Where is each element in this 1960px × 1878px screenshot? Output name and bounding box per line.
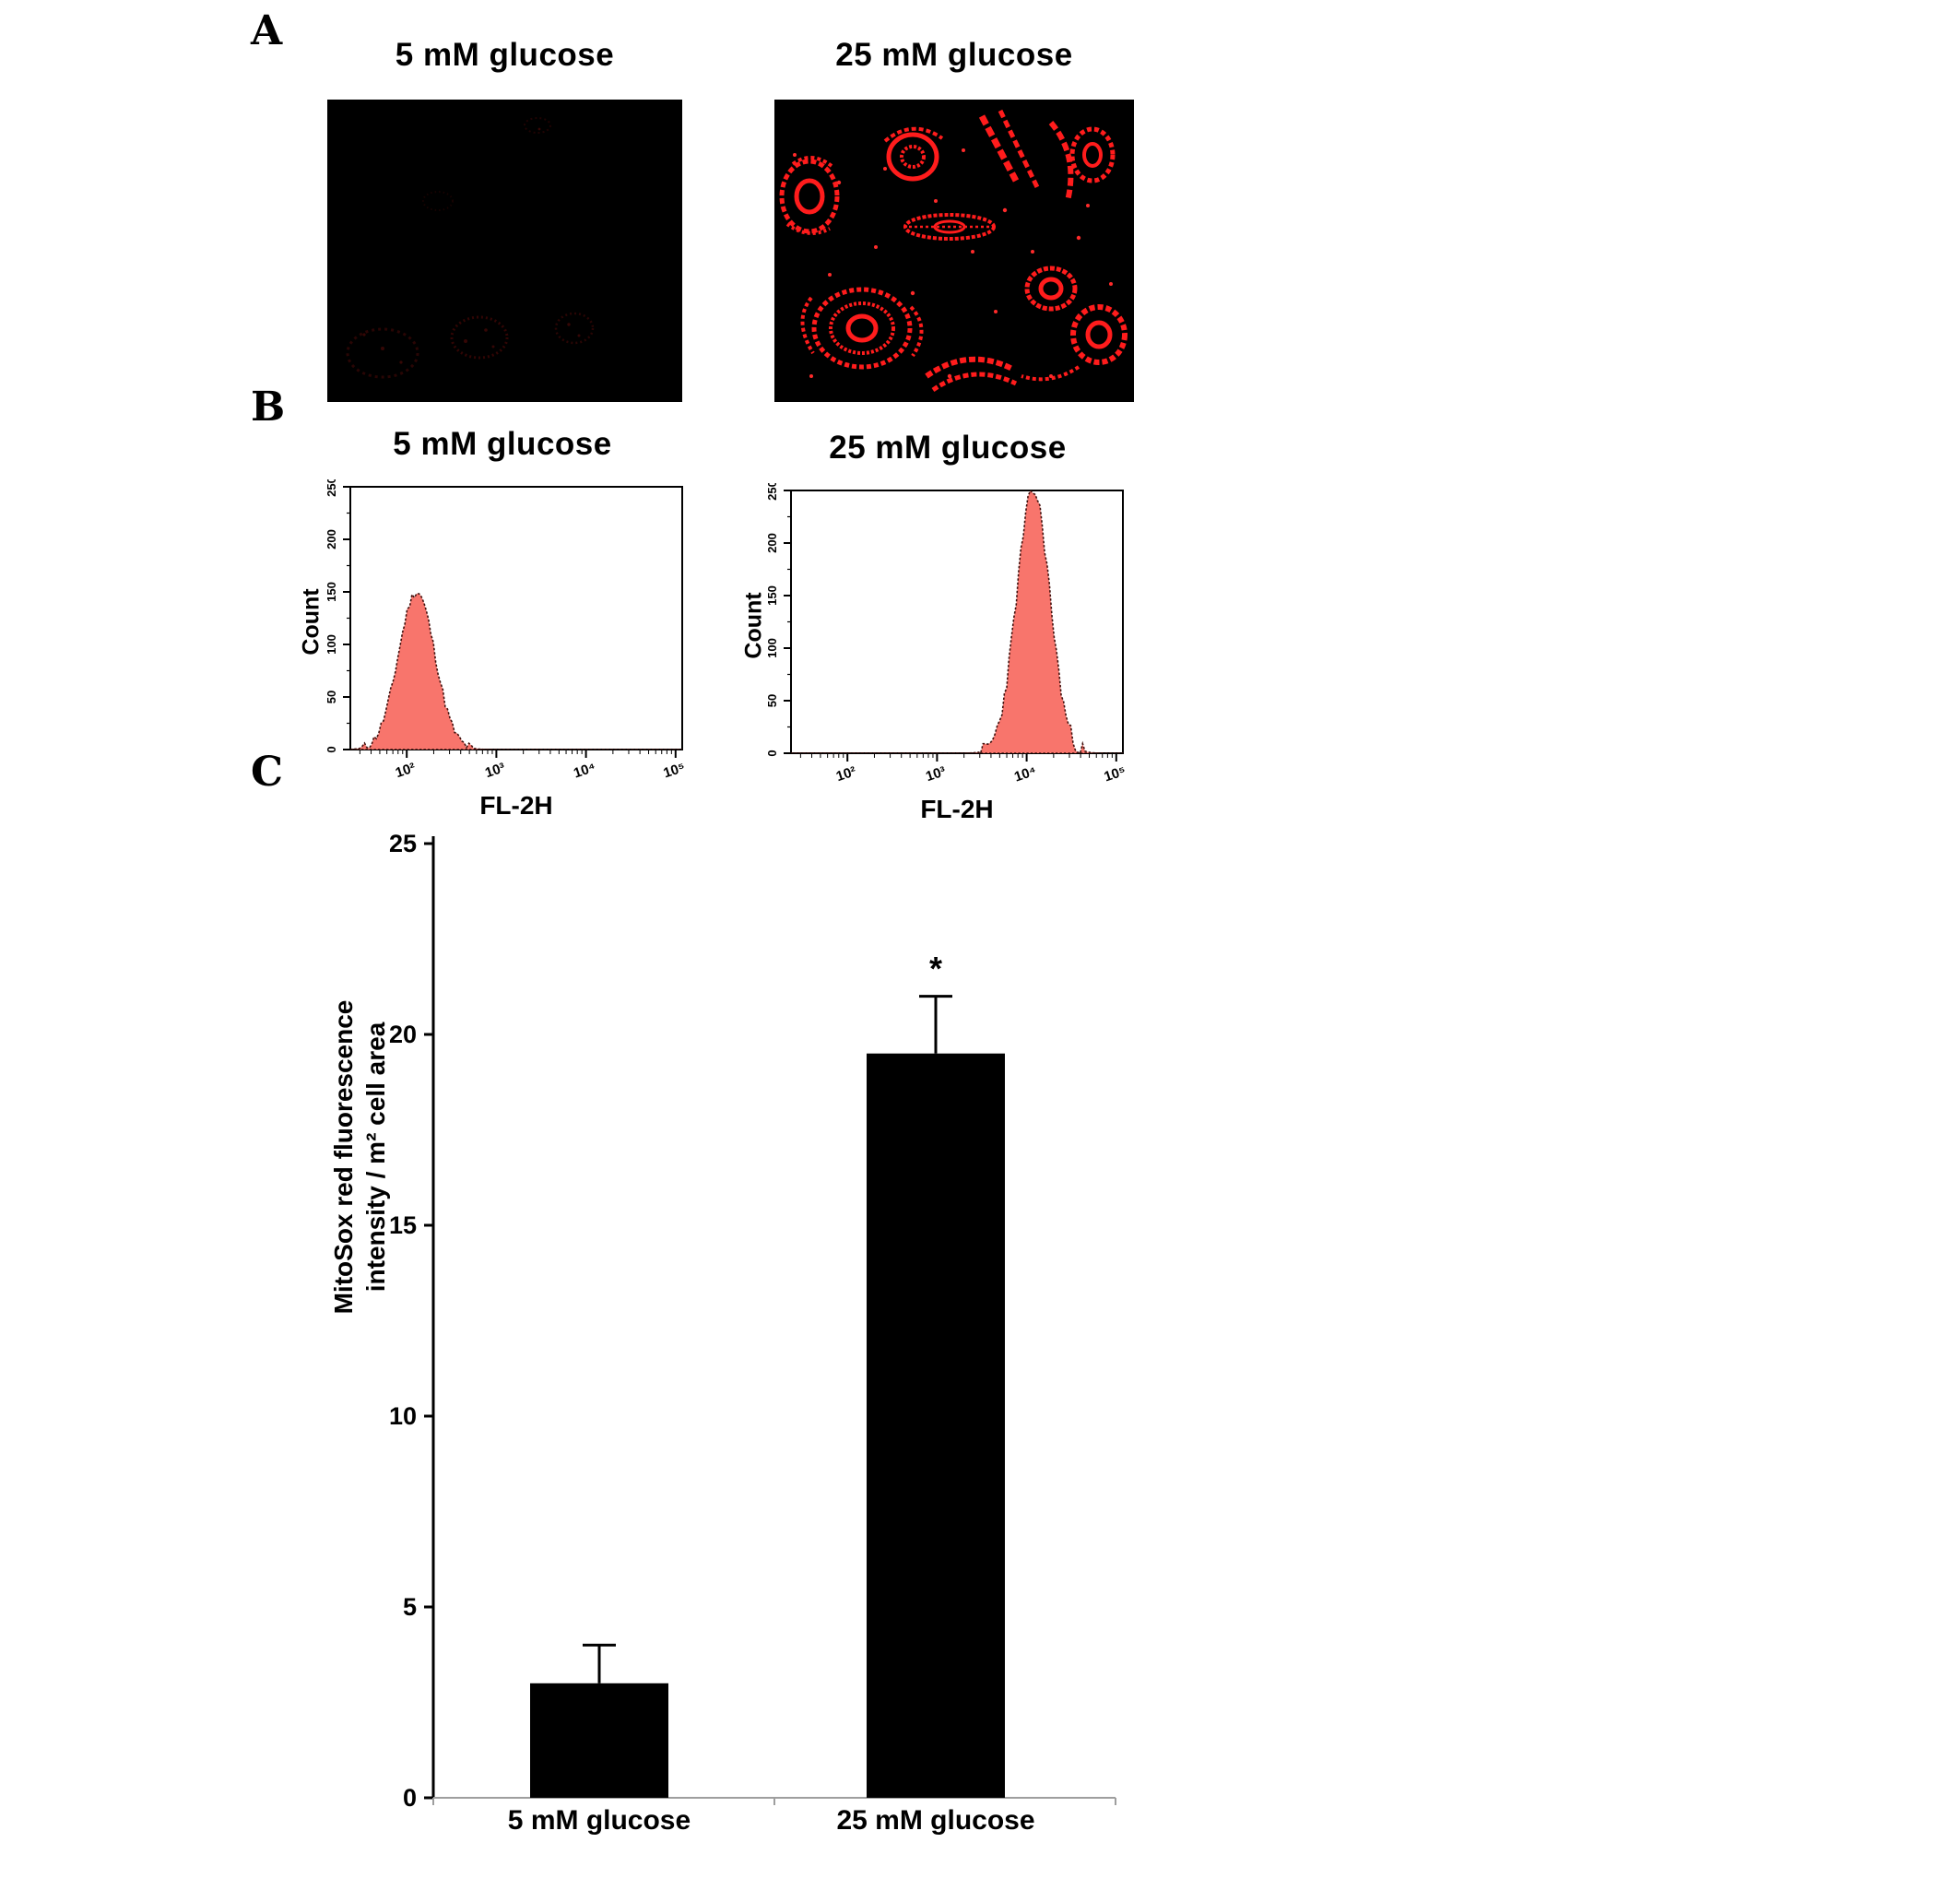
svg-text:10³: 10³ — [483, 760, 507, 781]
svg-text:25: 25 — [389, 830, 417, 857]
svg-text:10⁴: 10⁴ — [1012, 763, 1038, 785]
cell-cluster — [800, 287, 924, 370]
cell-cluster — [1021, 266, 1128, 382]
panel-a-label: A — [251, 7, 283, 54]
svg-text:15: 15 — [389, 1211, 417, 1239]
micrograph-background — [327, 100, 682, 402]
svg-text:100: 100 — [325, 634, 338, 655]
cell-cluster — [1069, 126, 1116, 183]
svg-text:10⁴: 10⁴ — [572, 760, 597, 782]
significance-asterisk: * — [928, 950, 942, 987]
bar-category-left: 5 mM glucose — [507, 1805, 691, 1836]
hist-left-xlabel: FL-2H — [479, 791, 553, 820]
svg-text:200: 200 — [765, 533, 779, 553]
svg-text:150: 150 — [325, 582, 338, 602]
bright-cell-structures — [779, 109, 1128, 393]
cell-cluster — [779, 156, 840, 235]
panel-a-title-right: 25 mM glucose — [835, 37, 1073, 73]
svg-text:150: 150 — [765, 585, 779, 606]
hist-left-ylabel: Count — [298, 588, 325, 656]
svg-text:250: 250 — [765, 483, 779, 501]
svg-text:10⁵: 10⁵ — [661, 760, 687, 782]
svg-text:5: 5 — [403, 1593, 417, 1621]
bar-ylabel-line2: intensity / m² cell area — [361, 1022, 390, 1293]
cell-cluster — [883, 126, 944, 182]
panel-b-title-left: 5 mM glucose — [393, 426, 612, 462]
svg-text:10²: 10² — [834, 763, 858, 785]
panel-a-title-left: 5 mM glucose — [395, 37, 615, 73]
svg-text:0: 0 — [765, 750, 779, 756]
svg-text:20: 20 — [389, 1021, 417, 1048]
svg-text:10²: 10² — [394, 760, 418, 781]
svg-text:100: 100 — [765, 638, 779, 658]
hist-right-ylabel: Count — [740, 592, 767, 659]
cell-cluster — [903, 213, 996, 241]
svg-text:200: 200 — [325, 529, 338, 549]
flow-histogram-25mM: 0 50 100 150 200 250 10² 10³ 10⁴ 10⁵ — [765, 483, 1128, 785]
svg-text:10: 10 — [389, 1402, 417, 1430]
svg-text:0: 0 — [403, 1784, 417, 1812]
svg-text:50: 50 — [325, 691, 338, 703]
bright-speckles — [793, 148, 1113, 379]
hist-right-xlabel: FL-2H — [920, 795, 994, 823]
bar-category-right: 25 mM glucose — [836, 1805, 1035, 1836]
svg-text:50: 50 — [765, 694, 779, 707]
panel-c-label: C — [251, 749, 284, 796]
bar-ylabel-line1: MitoSox red fluorescence — [329, 999, 358, 1315]
micrograph-25mM-glucose — [774, 100, 1134, 402]
bar-chart: 0 5 10 15 20 25 — [389, 830, 1116, 1812]
svg-text:10³: 10³ — [924, 763, 948, 785]
svg-text:0: 0 — [325, 746, 338, 752]
micrograph-5mM-glucose — [327, 100, 682, 402]
panel-b-label: B — [251, 384, 286, 431]
panel-b-title-right: 25 mM glucose — [829, 430, 1067, 466]
flow-histogram-5mM: 0 50 100 150 200 250 10² 10³ 10⁴ 10⁵ — [325, 479, 687, 782]
svg-text:10⁵: 10⁵ — [1102, 763, 1128, 785]
faint-speckles — [362, 127, 581, 364]
svg-text:250: 250 — [325, 479, 338, 497]
faint-cell-outlines — [346, 117, 595, 379]
bar-chart-ylabel: MitoSox red fluorescence intensity / m² … — [327, 973, 392, 1341]
